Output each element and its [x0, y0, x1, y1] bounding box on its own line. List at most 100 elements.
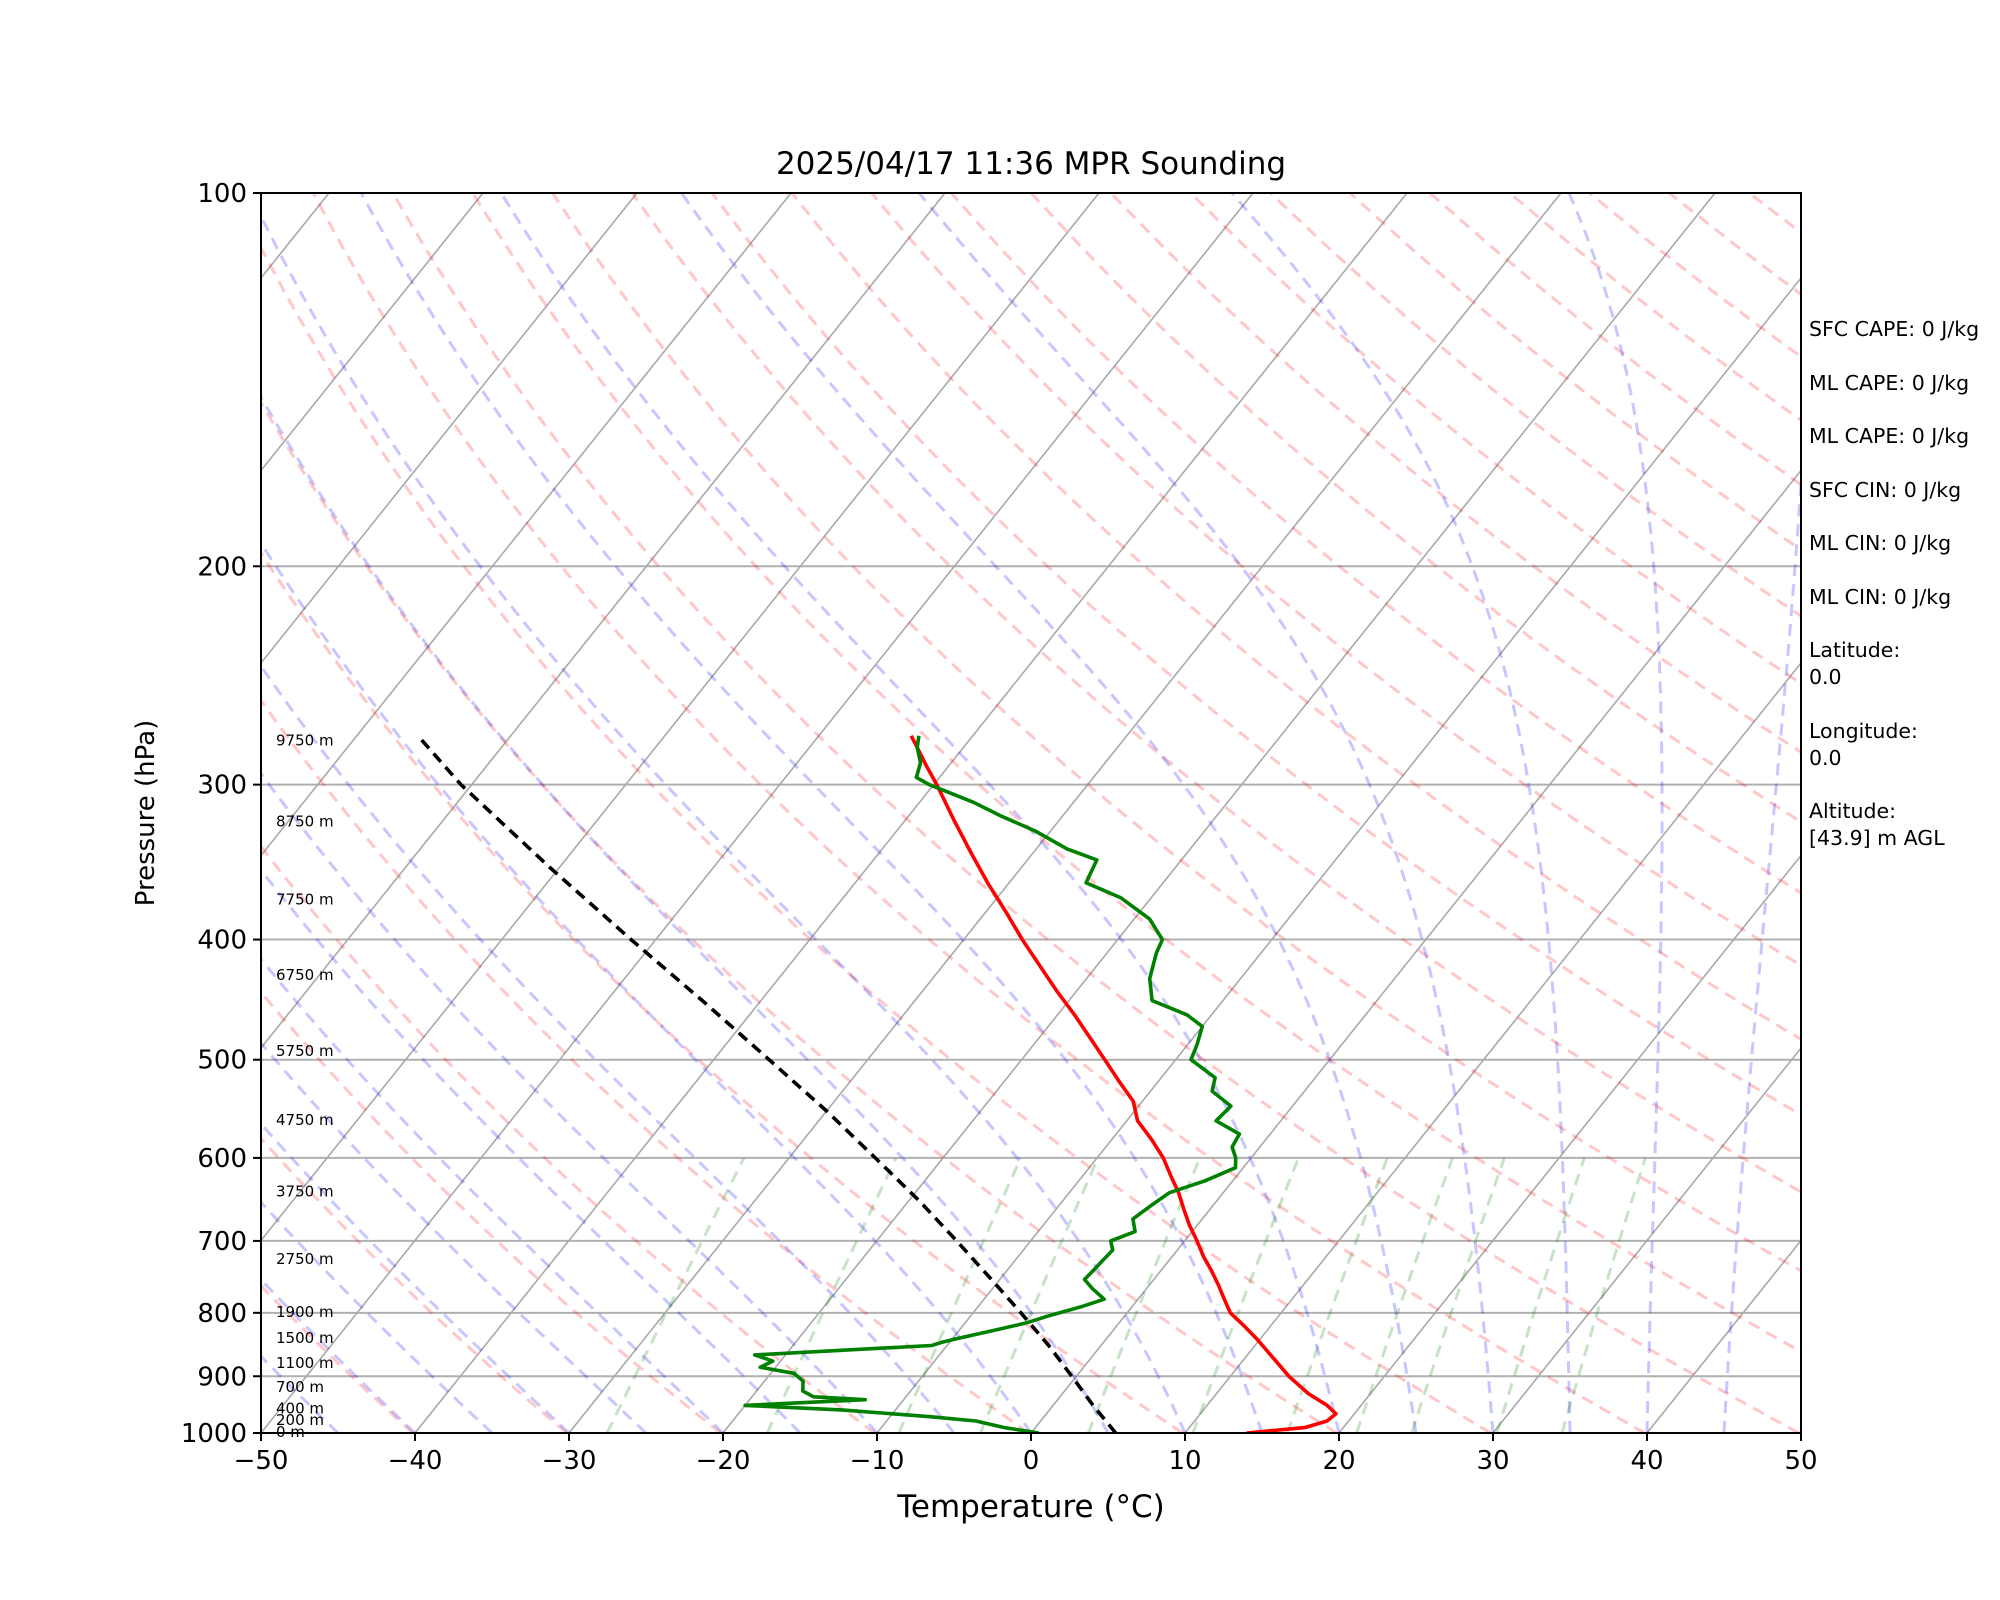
- sfc-cape-text: SFC CAPE: 0 J/kg: [1809, 317, 1980, 341]
- x-tick-label: −10: [850, 1446, 905, 1476]
- ml-cin-text-2: ML CIN: 0 J/kg: [1809, 584, 1952, 609]
- height-label: 1900 m: [276, 1303, 334, 1321]
- dewpoint-line: [743, 735, 1242, 1433]
- isotherm-line: [261, 193, 792, 857]
- y-tick-label: 200: [197, 552, 247, 582]
- ml-cin-text: ML CIN: 0 J/kg: [1809, 531, 1952, 555]
- dry-adiabat-line: [551, 193, 1801, 1273]
- moist-adiabat-line: [261, 1121, 571, 1433]
- moist-adiabat-line: [261, 956, 725, 1433]
- moist-adiabat-line: [359, 193, 1264, 1433]
- height-label: 700 m: [276, 1378, 324, 1396]
- mixing-ratio-line: [1560, 1157, 1647, 1433]
- x-tick-label: 20: [1322, 1446, 1355, 1476]
- mixing-ratio-line: [1086, 1157, 1202, 1433]
- mixing-ratio-line: [1285, 1157, 1389, 1433]
- isotherm-line: [414, 193, 1408, 1433]
- y-tick-label: 800: [197, 1299, 247, 1329]
- x-tick-label: 40: [1630, 1446, 1663, 1476]
- x-tick-label: −20: [696, 1446, 751, 1476]
- y-tick-label: 100: [197, 179, 247, 209]
- moist-adiabat-line: [680, 193, 1418, 1433]
- mixing-ratio-line: [1191, 1157, 1300, 1433]
- isotherm-line: [1184, 661, 1801, 1433]
- parcel-profile-line: [420, 738, 1118, 1433]
- y-tick-label: 300: [197, 771, 247, 801]
- sounding-lines: [420, 734, 1338, 1433]
- height-label: 400 m: [276, 1399, 324, 1417]
- height-label: 2750 m: [276, 1250, 334, 1268]
- y-axis-ticks: 100 200 300 400 500 600 700 800 900 1000: [181, 179, 261, 1449]
- mixing-ratio-line: [897, 1157, 1023, 1433]
- y-tick-label: 900: [197, 1362, 247, 1392]
- moist-adiabat-line: [261, 394, 1110, 1433]
- height-label: 1500 m: [276, 1329, 334, 1347]
- plot-frame: [260, 192, 1802, 1434]
- isotherm-line: [1492, 1046, 1801, 1433]
- mixing-ratio-line: [979, 1157, 1100, 1433]
- moist-adiabat-line: [261, 663, 956, 1433]
- dry-adiabat-line: [471, 193, 1801, 1354]
- isotherm-line: [261, 193, 638, 665]
- isotherm-line: [261, 193, 946, 1050]
- height-label: 5750 m: [276, 1042, 334, 1060]
- isotherm-line: [261, 193, 1100, 1242]
- chart-title: 2025/04/17 11:36 MPR Sounding: [776, 146, 1286, 182]
- moist-adiabat-line: [261, 212, 1187, 1433]
- altitude-text: Altitude: [43.9] m AGL: [1809, 799, 1945, 850]
- y-tick-label: 500: [197, 1046, 247, 1076]
- x-tick-label: 50: [1784, 1446, 1817, 1476]
- moist-adiabat-line: [261, 1277, 417, 1433]
- y-tick-label: 600: [197, 1144, 247, 1174]
- dry-adiabat-line: [630, 193, 1801, 1194]
- x-tick-label: −40: [388, 1446, 443, 1476]
- mixing-ratio-line: [1355, 1157, 1454, 1433]
- height-label: 3750 m: [276, 1183, 334, 1201]
- isotherm-line: [568, 193, 1562, 1433]
- mixing-ratio-line: [605, 1157, 746, 1433]
- y-tick-label: 1000: [181, 1419, 247, 1449]
- moist-adiabat-line: [1722, 459, 1801, 1433]
- sounding-stats-panel: SFC CAPE: 0 J/kg ML CAPE: 0 J/kg ML CAPE…: [1809, 316, 1999, 879]
- y-tick-label: 700: [197, 1227, 247, 1257]
- height-label: 9750 m: [276, 732, 334, 750]
- dry-adiabat-line: [261, 1283, 414, 1433]
- dry-adiabat-line: [870, 193, 1801, 968]
- dry-adiabat-line: [1109, 193, 1801, 754]
- height-label: 1100 m: [276, 1354, 334, 1372]
- x-tick-label: 0: [1023, 1446, 1040, 1476]
- isotherm-line: [876, 276, 1801, 1433]
- ml-cape-text-2: ML CAPE: 0 J/kg: [1809, 424, 1970, 448]
- dry-adiabat-line: [261, 550, 1184, 1433]
- isotherm-line: [261, 193, 1254, 1433]
- dry-adiabat-line: [710, 193, 1801, 1117]
- moist-adiabat-line: [917, 193, 1495, 1433]
- height-label: 200 m: [276, 1411, 324, 1429]
- moist-adiabat-line: [261, 1200, 494, 1433]
- moist-adiabat-line: [1567, 193, 1664, 1433]
- y-tick-label: 400: [197, 926, 247, 956]
- x-tick-label: 30: [1476, 1446, 1509, 1476]
- x-tick-label: −50: [234, 1446, 289, 1476]
- height-label: 4750 m: [276, 1111, 334, 1129]
- dry-adiabat-line: [261, 244, 1492, 1433]
- moist-adiabat-line: [261, 1040, 648, 1433]
- isotherm-line: [722, 193, 1716, 1433]
- longitude-text: Longitude: 0.0: [1809, 718, 1918, 770]
- moist-adiabat-line: [261, 867, 802, 1433]
- dry-adiabat-line: [261, 399, 1338, 1433]
- mixing-ratio-line: [765, 1157, 898, 1433]
- background-lines: [261, 193, 1801, 1433]
- moist-adiabat-line: [1230, 193, 1572, 1433]
- dry-adiabat-line: [261, 844, 876, 1433]
- x-tick-label: −30: [542, 1446, 597, 1476]
- moist-adiabat-line: [261, 540, 1033, 1433]
- isotherm-line: [1030, 469, 1801, 1433]
- height-label: 8750 m: [276, 813, 334, 831]
- x-axis-label: Temperature (°C): [896, 1489, 1165, 1525]
- mixing-ratio-line: [1495, 1157, 1586, 1433]
- sfc-cin-text: SFC CIN: 0 J/kg: [1809, 477, 1962, 502]
- height-label: 7750 m: [276, 890, 334, 908]
